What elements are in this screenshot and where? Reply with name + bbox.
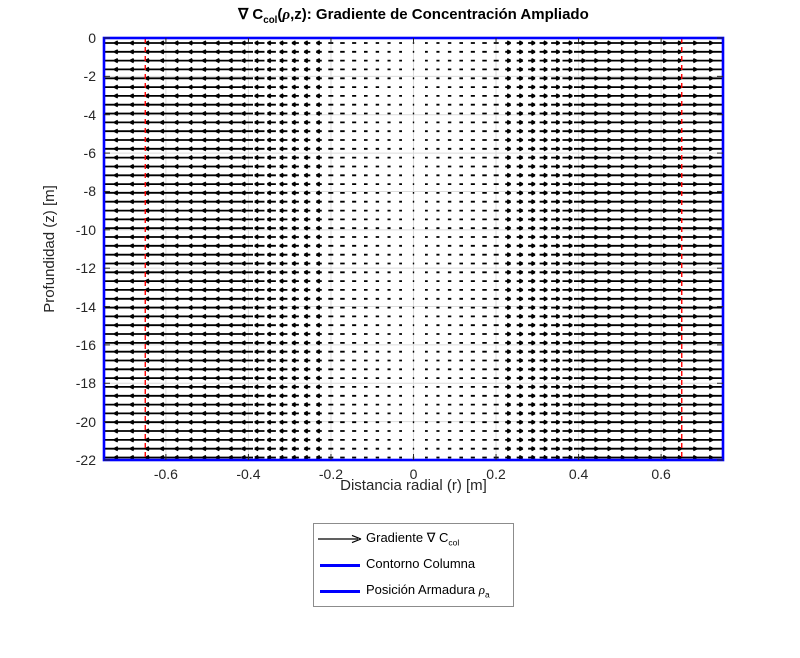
legend-label-gradient: Gradiente ∇ Ccol: [366, 530, 459, 548]
legend-sub-2: a: [484, 589, 490, 600]
quiver-row: [104, 446, 723, 452]
x-tick-label: -0.4: [236, 466, 261, 482]
y-tick-label: -20: [75, 413, 96, 430]
legend-arrow-swatch: [318, 534, 362, 544]
y-tick-label: -18: [75, 375, 96, 392]
legend-text-0: Gradiente ∇ C: [366, 530, 449, 546]
legend-italic-2: ρ: [478, 582, 485, 598]
quiver-row: [104, 366, 723, 372]
quiver-row: [104, 401, 723, 408]
axis-ticks: [104, 37, 723, 461]
grid-lines: [104, 37, 723, 461]
legend-item-gradient: Gradiente ∇ Ccol: [314, 527, 513, 551]
legend-box: Gradiente ∇ Ccol Contorno Columna Posici…: [313, 523, 514, 607]
y-tick-label: -22: [75, 452, 96, 468]
rebar-position-lines: [144, 38, 683, 460]
quiver-row: [104, 437, 723, 443]
y-tick-label: -10: [75, 221, 96, 238]
legend-line-swatch-contour: [320, 563, 360, 567]
legend-label-contour: Contorno Columna: [366, 556, 475, 574]
quiver-row: [104, 384, 723, 390]
title-subscript: col: [263, 15, 278, 26]
title-part-3: ,z): Gradiente de Concentración Ampliado: [290, 6, 589, 23]
quiver-row: [104, 296, 723, 302]
y-tick-label: -16: [75, 336, 96, 353]
quiver-row: [104, 410, 723, 417]
quiver-row: [104, 331, 723, 337]
quiver-row: [104, 349, 723, 355]
quiver-row: [104, 428, 723, 434]
quiver-row: [104, 287, 723, 293]
quiver-field: [104, 40, 723, 460]
x-tick-label: 0.4: [568, 466, 589, 482]
quiver-row: [104, 357, 723, 364]
x-tick-label: 0: [409, 466, 418, 482]
quiver-row: [104, 313, 723, 320]
y-tick-label: -8: [83, 183, 96, 200]
quiver-row: [104, 393, 723, 399]
contour-line-icon: [314, 563, 366, 567]
legend-text-1: Contorno Columna: [366, 556, 476, 572]
x-tick-label: 0.2: [486, 466, 506, 482]
y-tick-label: -12: [75, 260, 96, 277]
legend-sub-0: col: [448, 537, 460, 548]
y-tick-label: -14: [75, 298, 96, 315]
y-tick-label: -2: [83, 68, 96, 85]
legend-text-2: Posición Armadura: [366, 582, 479, 598]
quiver-row: [104, 340, 723, 346]
y-axis-label: Profundidad (z) [m]: [41, 185, 58, 313]
legend-line-swatch-rebar: [320, 589, 360, 593]
quiver-row: [104, 419, 723, 425]
legend-item-contour: Contorno Columna: [314, 553, 513, 577]
y-tick-label: -4: [83, 106, 96, 123]
plot-title: ∇ Ccol(ρ,z): Gradiente de Concentración …: [104, 5, 723, 26]
legend-item-rebar: Posición Armadura ρa: [314, 579, 513, 603]
title-part-1: ∇ C: [238, 6, 264, 23]
quiver-row: [104, 322, 723, 328]
x-axis-label: Distancia radial (r) [m]: [340, 477, 487, 494]
y-tick-label: 0: [88, 30, 96, 46]
rebar-line-icon: [314, 589, 366, 593]
quiver-row: [104, 375, 723, 381]
y-tick-label: -6: [83, 145, 96, 162]
legend-label-rebar: Posición Armadura ρa: [366, 582, 490, 600]
x-tick-label: 0.6: [651, 466, 671, 482]
x-tick-label: -0.2: [318, 466, 344, 482]
gradient-arrow-icon: [314, 533, 366, 545]
title-rho-symbol: ρ: [282, 7, 291, 23]
quiver-row: [104, 304, 723, 311]
title-part-2: (: [277, 6, 283, 23]
x-tick-label: -0.6: [153, 466, 178, 482]
